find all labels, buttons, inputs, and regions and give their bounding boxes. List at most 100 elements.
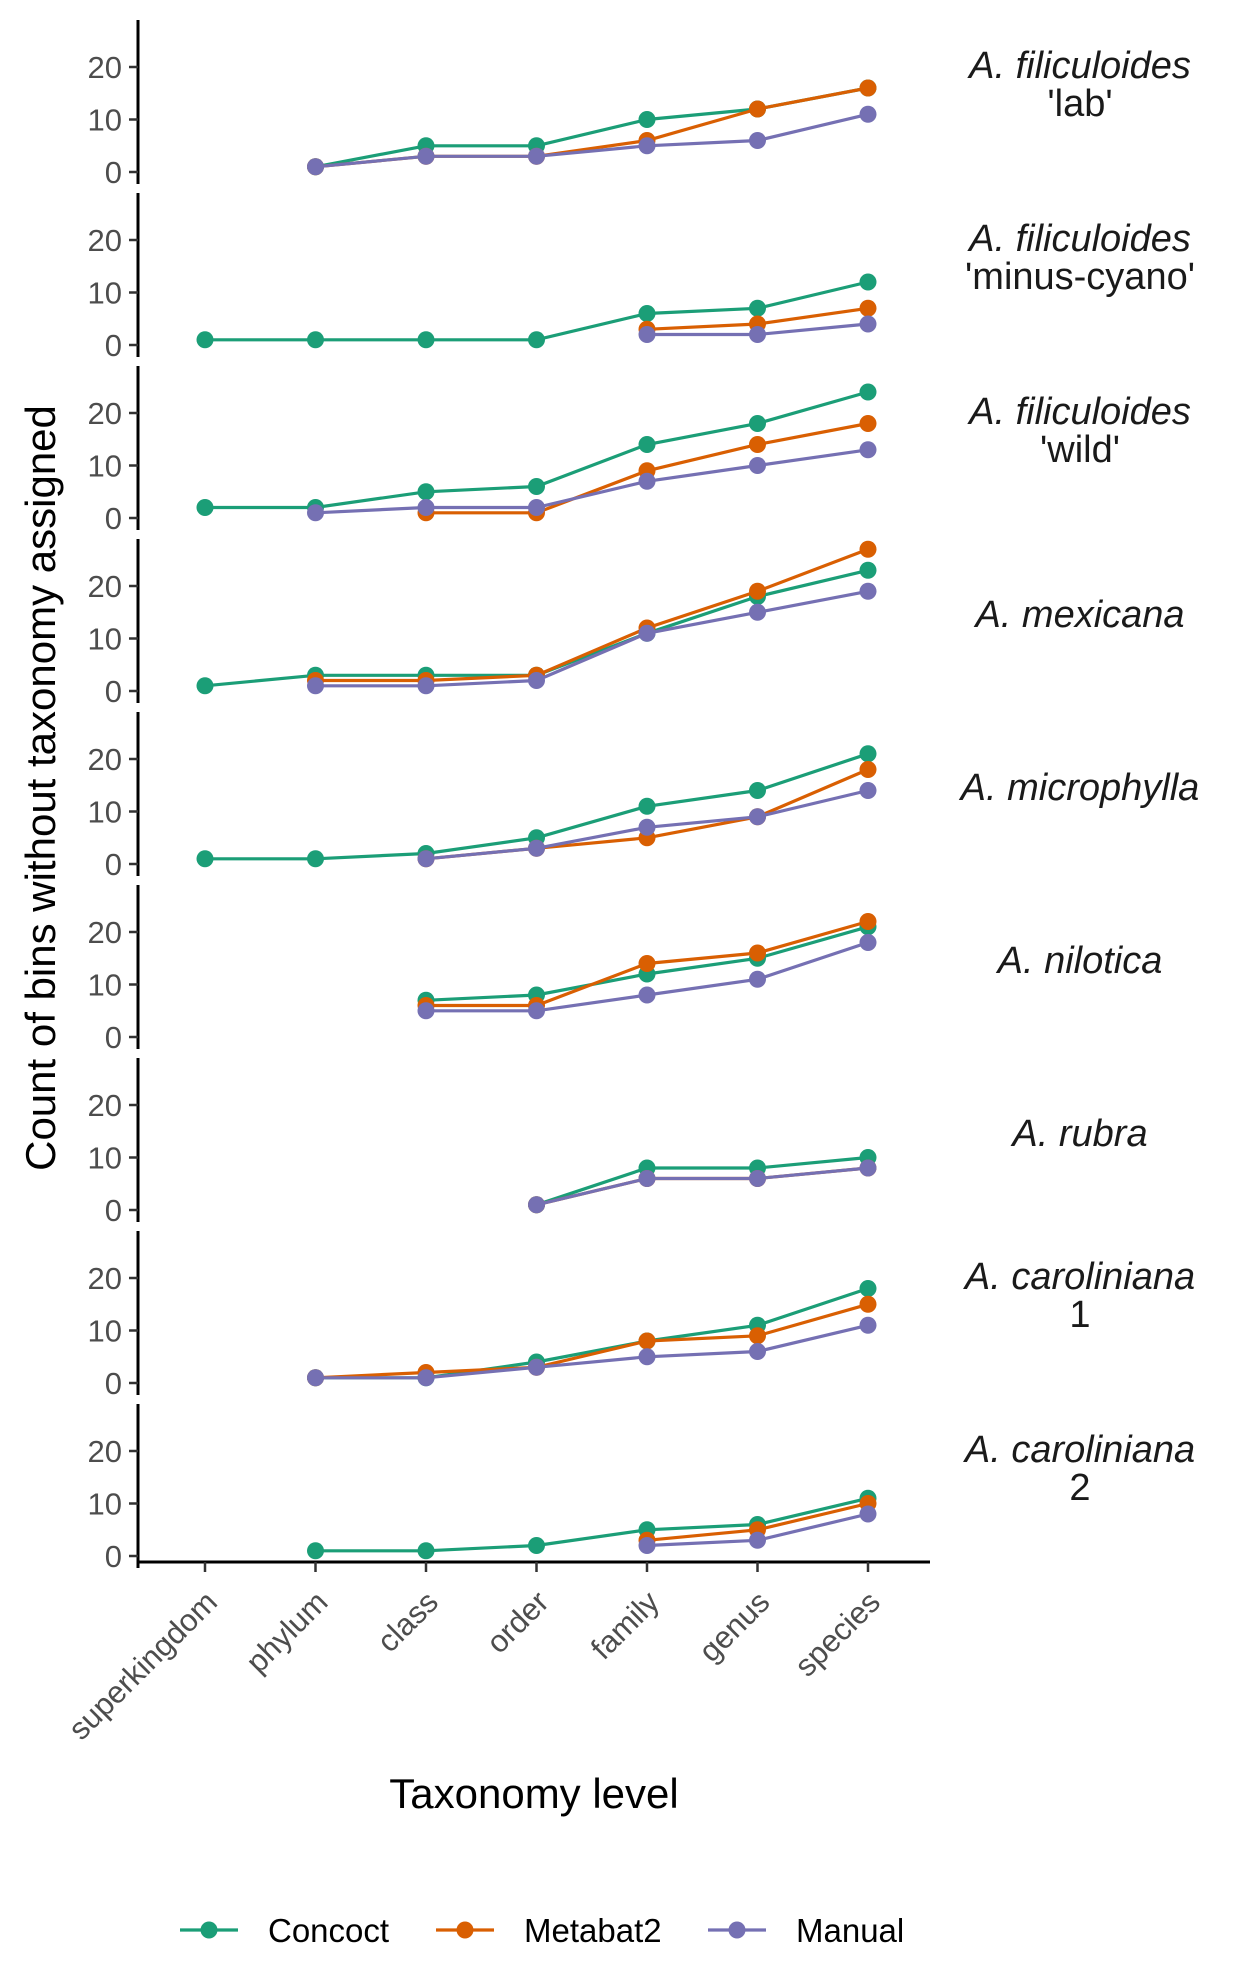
y-tick-label: 10: [88, 968, 122, 1003]
data-point-manual: [307, 158, 324, 176]
y-tick-label: 10: [88, 1487, 122, 1522]
facet-strip-label: A. filiculoides: [967, 218, 1191, 260]
data-point-manual: [638, 137, 656, 155]
facet-strip-label: 'lab': [1047, 83, 1112, 125]
facet-strip-label: 'minus-cyano': [965, 256, 1195, 298]
facet-strip-label: 'wild': [1040, 429, 1120, 471]
facet-strip-label: 2: [1069, 1467, 1090, 1509]
data-point-manual: [528, 147, 545, 165]
x-tick-label: class: [370, 1584, 445, 1659]
y-tick-label: 10: [88, 1141, 122, 1176]
data-point-concoct: [749, 415, 766, 432]
y-tick-label: 10: [88, 622, 122, 657]
data-point-metabat2: [859, 415, 877, 432]
data-point-concoct: [196, 677, 214, 695]
y-tick-label: 20: [88, 1261, 122, 1296]
y-tick-label: 0: [105, 1539, 122, 1574]
data-point-concoct: [528, 1537, 545, 1554]
facet-panel: 0 10 20 A. filiculoides'wild': [88, 366, 1191, 536]
data-point-manual: [638, 1170, 656, 1187]
data-point-manual: [749, 1343, 766, 1360]
facet-panel: 0 10 20 A. nilotica: [88, 885, 1163, 1055]
data-point-manual: [749, 603, 766, 621]
data-point-concoct: [859, 561, 877, 579]
series-line-concoct: [315, 1286, 869, 1380]
data-point-concoct: [307, 331, 324, 349]
data-point-manual: [528, 672, 545, 689]
data-point-concoct: [417, 1542, 435, 1560]
x-tick-label: genus: [692, 1584, 776, 1668]
data-point-manual: [859, 105, 877, 123]
data-point-concoct: [196, 850, 214, 868]
data-point-manual: [859, 1316, 877, 1334]
data-point-concoct: [749, 299, 766, 317]
data-point-manual: [859, 582, 877, 600]
data-point-manual: [749, 457, 766, 474]
data-point-concoct: [417, 483, 435, 501]
data-point-metabat2: [749, 436, 766, 453]
series-line-metabat2: [315, 547, 869, 683]
data-point-manual: [859, 315, 877, 333]
data-point-concoct: [859, 273, 877, 291]
data-point-metabat2: [749, 100, 766, 118]
legend-marker: [456, 1921, 474, 1939]
y-tick-label: 0: [105, 1193, 122, 1228]
x-axis: superkingdom phylum class order family genus s…: [62, 1560, 930, 1747]
data-point-manual: [528, 499, 545, 516]
data-point-concoct: [417, 331, 435, 349]
y-tick-label: 10: [88, 795, 122, 830]
legend-label: Manual: [796, 1912, 904, 1949]
data-point-metabat2: [859, 540, 877, 558]
y-tick-label: 0: [105, 155, 122, 190]
data-point-metabat2: [859, 79, 877, 97]
series-line-manual: [315, 112, 869, 169]
x-axis-title: Taxonomy level: [389, 1770, 678, 1817]
facet-panel: 0 10 20 A. filiculoides'lab': [88, 20, 1191, 190]
facet-panel: 0 10 20 A. rubra: [88, 1058, 1148, 1228]
data-point-manual: [749, 132, 766, 149]
data-point-manual: [417, 147, 435, 165]
legend-item: Manual: [708, 1912, 904, 1949]
y-tick-label: 20: [88, 742, 122, 777]
data-point-metabat2: [859, 913, 877, 930]
data-point-manual: [749, 1170, 766, 1187]
series-line-concoct: [315, 86, 869, 169]
data-point-manual: [307, 504, 324, 522]
facet-strip-label: A. filiculoides: [967, 45, 1191, 87]
data-point-manual: [749, 326, 766, 343]
series-line-concoct: [535, 1155, 869, 1207]
x-tick-label: species: [788, 1584, 887, 1683]
facet-strip-label: 1: [1069, 1294, 1090, 1336]
data-point-concoct: [307, 850, 324, 868]
data-point-manual: [307, 1369, 324, 1387]
y-tick-label: 20: [88, 50, 122, 85]
data-point-manual: [417, 1369, 435, 1387]
y-tick-label: 20: [88, 915, 122, 950]
facet-panel: 0 10 20 A. mexicana: [88, 539, 1185, 709]
y-tick-label: 0: [105, 1366, 122, 1401]
facet-strip-label: A. caroliniana: [963, 1429, 1195, 1471]
data-point-concoct: [859, 745, 877, 763]
y-tick-label: 0: [105, 501, 122, 536]
data-point-concoct: [528, 478, 545, 495]
y-tick-label: 0: [105, 847, 122, 882]
data-point-manual: [749, 808, 766, 826]
y-tick-label: 20: [88, 1088, 122, 1123]
series-line-concoct: [315, 1496, 869, 1553]
data-point-manual: [638, 986, 656, 1004]
data-point-manual: [307, 677, 324, 695]
data-point-concoct: [638, 111, 656, 128]
y-tick-label: 20: [88, 569, 122, 604]
data-point-concoct: [859, 383, 877, 401]
data-point-metabat2: [749, 582, 766, 600]
data-point-concoct: [196, 499, 214, 516]
facet-strip-label: A. nilotica: [996, 940, 1163, 982]
x-tick-label: order: [480, 1584, 556, 1660]
data-point-manual: [638, 818, 656, 836]
data-point-metabat2: [749, 944, 766, 962]
legend-item: Concoct: [180, 1912, 389, 1949]
data-point-manual: [528, 839, 545, 857]
data-point-concoct: [196, 331, 214, 349]
facet-panel: 0 10 20 A. filiculoides'minus-cyano': [88, 193, 1195, 363]
